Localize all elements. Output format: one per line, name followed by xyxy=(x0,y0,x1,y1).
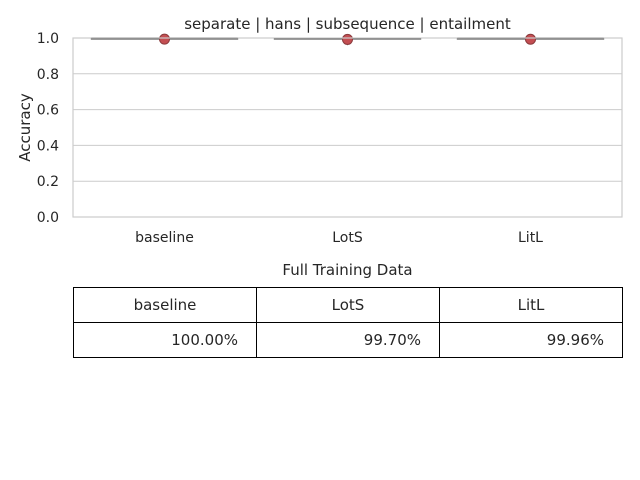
table-cell: 99.96% xyxy=(439,322,623,358)
y-tick-label: 0.4 xyxy=(37,138,59,154)
x-tick-label: LitL xyxy=(518,230,543,246)
x-tick-labels: baseline LotS LitL xyxy=(135,230,543,246)
y-tick-label: 0.6 xyxy=(37,103,59,119)
mean-point xyxy=(342,33,353,45)
y-tick-label: 0.8 xyxy=(37,67,59,83)
chart-area: 0.0 0.2 0.4 0.6 0.8 1.0 baseline LotS LitL Accu… xyxy=(16,31,623,246)
y-tick-label: 0.0 xyxy=(37,210,59,226)
y-tick-labels: 0.0 0.2 0.4 0.6 0.8 1.0 xyxy=(37,31,59,226)
plot-frame xyxy=(72,37,623,218)
x-tick-label: baseline xyxy=(135,230,194,246)
y-axis-label: Accuracy xyxy=(16,93,34,162)
mean-point xyxy=(159,33,170,45)
mean-point xyxy=(525,33,536,45)
grid-lines xyxy=(73,37,622,218)
table-caption: Full Training Data xyxy=(282,261,413,279)
x-tick-label: LotS xyxy=(332,230,363,246)
results-table: baseline LotS LitL 100.00% 99.70% 99.96% xyxy=(73,287,623,358)
table-header-cell: LitL xyxy=(439,287,623,323)
y-tick-label: 1.0 xyxy=(37,31,59,47)
chart-title: separate | hans | subsequence | entailme… xyxy=(184,15,511,33)
y-tick-label: 0.2 xyxy=(37,174,59,190)
table-row: 100.00% 99.70% 99.96% xyxy=(73,322,623,358)
box-plots xyxy=(90,33,605,46)
table-header-cell: baseline xyxy=(73,287,257,323)
table-cell: 100.00% xyxy=(73,322,257,358)
table-cell: 99.70% xyxy=(256,322,440,358)
table-header-row: baseline LotS LitL xyxy=(73,287,623,323)
table-header-cell: LotS xyxy=(256,287,440,323)
